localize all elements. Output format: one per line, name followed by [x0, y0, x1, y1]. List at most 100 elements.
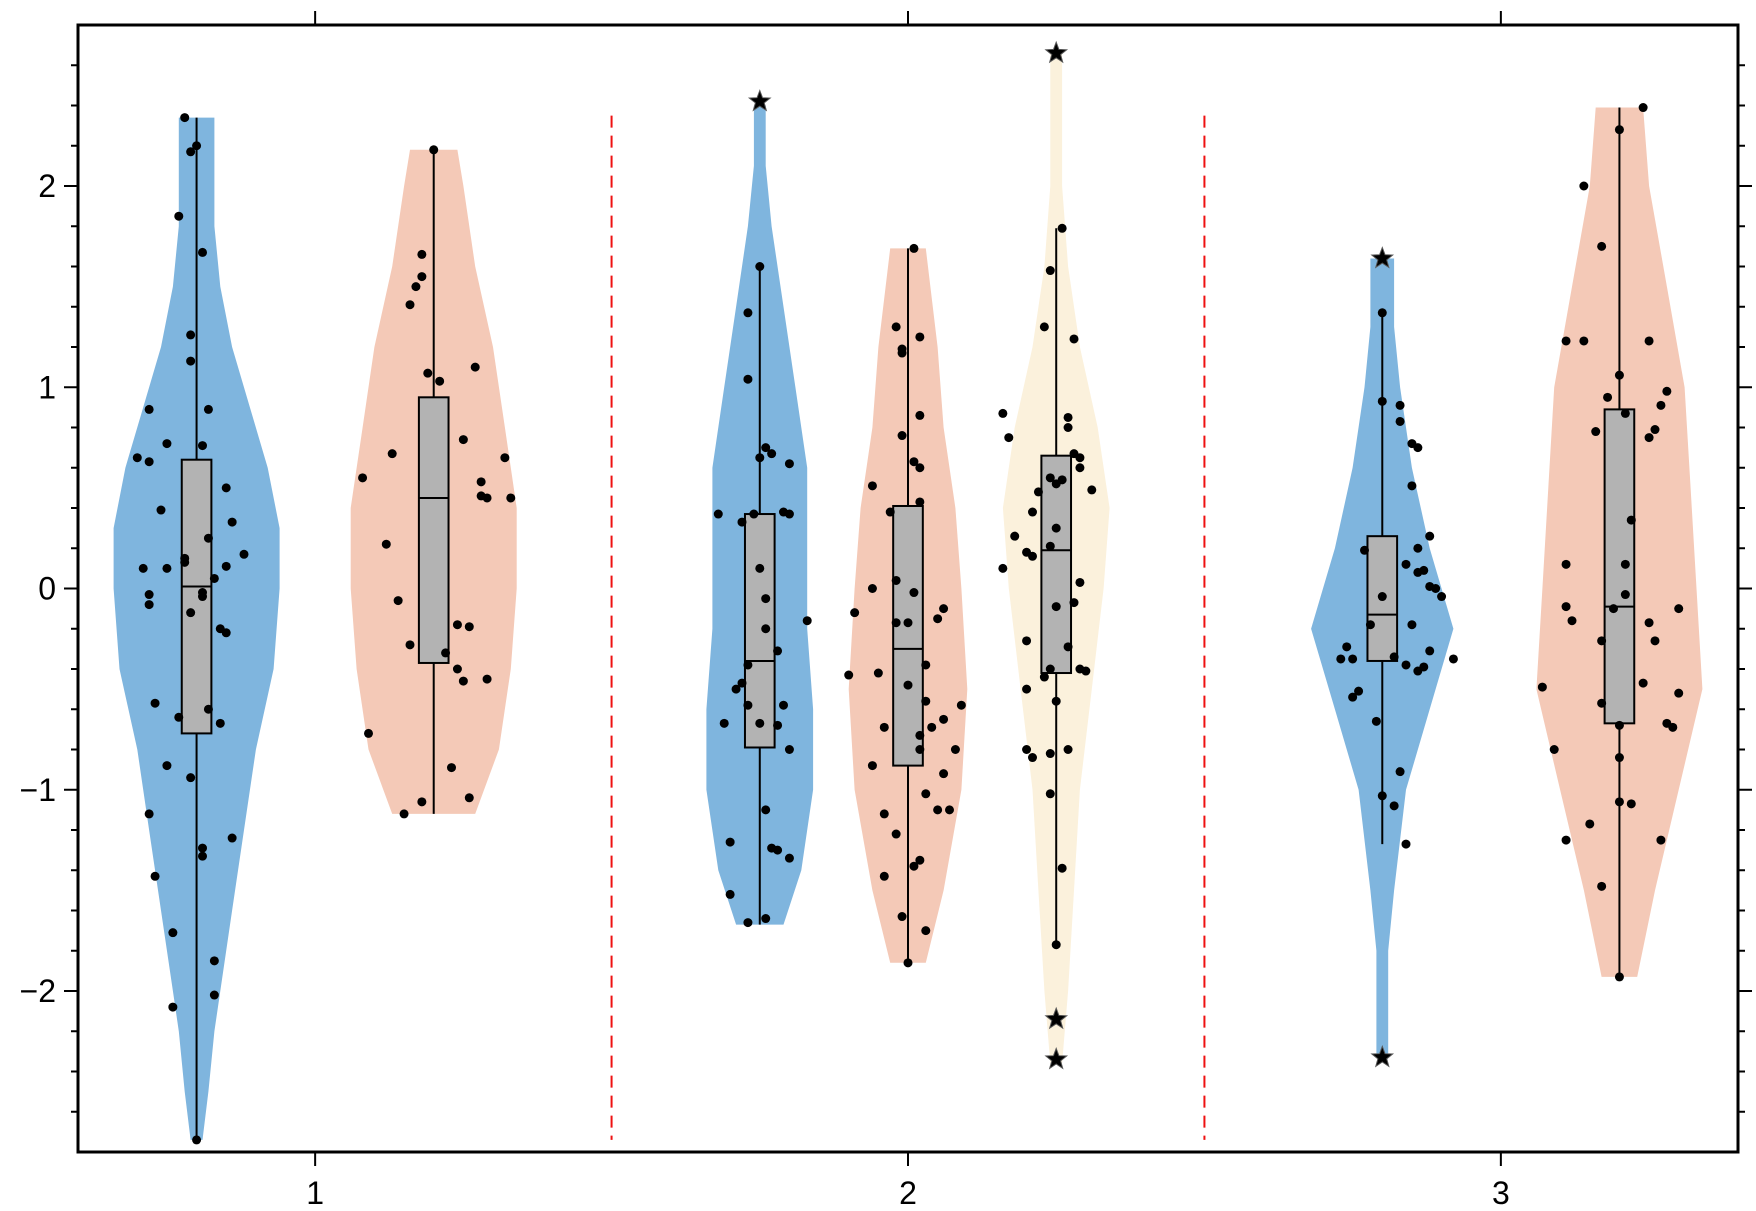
data-point — [915, 410, 925, 420]
data-point — [1028, 551, 1037, 561]
data-point — [1413, 543, 1423, 553]
data-point — [364, 728, 373, 738]
data-point — [743, 308, 753, 318]
data-point — [209, 573, 219, 583]
data-point — [903, 618, 913, 628]
data-point — [506, 493, 516, 503]
data-point — [1644, 618, 1654, 628]
data-point — [227, 833, 237, 843]
data-point — [713, 509, 723, 519]
data-point — [1597, 241, 1607, 251]
data-point — [867, 584, 877, 593]
data-point — [150, 871, 160, 881]
data-point — [761, 914, 771, 924]
outlier-star — [747, 89, 772, 112]
data-point — [192, 141, 202, 151]
data-point — [1028, 507, 1037, 517]
data-point — [755, 718, 765, 728]
data-point — [192, 1135, 202, 1145]
data-point — [1022, 636, 1032, 646]
data-point — [761, 624, 771, 634]
data-point — [1371, 716, 1381, 726]
data-point — [891, 829, 901, 839]
data-point — [1039, 672, 1049, 682]
data-point — [482, 674, 492, 684]
data-point — [915, 855, 925, 865]
data-point — [1609, 604, 1618, 614]
data-point — [915, 332, 925, 342]
data-point — [441, 648, 451, 658]
data-point — [1579, 336, 1589, 346]
data-point — [1620, 590, 1630, 600]
data-point — [435, 376, 445, 386]
data-point — [411, 282, 421, 292]
data-point — [1069, 334, 1079, 344]
data-point — [755, 262, 765, 271]
data-point — [1045, 749, 1055, 759]
data-point — [186, 147, 196, 157]
data-point — [144, 600, 154, 610]
data-point — [358, 473, 368, 483]
data-point — [186, 773, 196, 783]
data-point — [198, 592, 207, 602]
data-point — [749, 509, 759, 519]
data-point — [725, 837, 735, 847]
data-point — [1360, 545, 1369, 555]
data-point — [1585, 819, 1595, 829]
data-point — [1063, 745, 1073, 754]
data-point — [897, 912, 907, 922]
data-point — [1597, 636, 1607, 646]
data-point — [909, 861, 919, 871]
data-point — [1342, 642, 1352, 652]
data-point — [1674, 604, 1684, 614]
data-point — [1638, 103, 1648, 113]
data-point — [1650, 425, 1660, 435]
data-point — [773, 845, 783, 855]
data-point — [915, 730, 925, 740]
data-point — [867, 481, 877, 491]
data-point — [1597, 881, 1607, 891]
data-point — [1448, 654, 1458, 664]
outlier-star — [1370, 1044, 1395, 1068]
data-point — [1603, 392, 1613, 402]
data-point — [850, 608, 860, 618]
data-point — [1045, 541, 1055, 551]
data-point — [1626, 515, 1636, 525]
data-point — [779, 700, 788, 710]
data-point — [761, 443, 771, 453]
data-point — [1425, 646, 1435, 656]
data-point — [844, 670, 854, 680]
box-6 — [1366, 535, 1399, 662]
data-point — [1377, 791, 1387, 801]
data-point — [879, 871, 889, 881]
data-point — [162, 563, 172, 573]
data-point — [1377, 592, 1387, 602]
x-tick-label: 1 — [306, 1175, 324, 1211]
data-point — [447, 763, 456, 773]
outlier-star — [1370, 246, 1395, 269]
data-point — [998, 563, 1008, 573]
data-point — [168, 928, 178, 938]
point-layer — [132, 40, 1684, 1145]
data-point — [903, 680, 913, 690]
data-point — [1348, 654, 1358, 664]
data-point — [773, 720, 783, 730]
data-point — [737, 517, 747, 527]
data-point — [1063, 642, 1073, 652]
data-point — [221, 483, 231, 493]
data-point — [1010, 531, 1020, 541]
data-point — [939, 714, 949, 724]
data-point — [737, 678, 747, 688]
data-point — [784, 745, 794, 754]
data-point — [909, 243, 919, 253]
y-tick-label: 0 — [38, 571, 56, 607]
data-point — [773, 646, 783, 656]
data-point — [198, 851, 207, 861]
data-point — [921, 696, 931, 706]
data-point — [1004, 433, 1014, 443]
box-2 — [417, 396, 450, 664]
data-point — [1674, 688, 1684, 698]
data-point — [1395, 416, 1405, 426]
data-point — [1022, 684, 1032, 694]
